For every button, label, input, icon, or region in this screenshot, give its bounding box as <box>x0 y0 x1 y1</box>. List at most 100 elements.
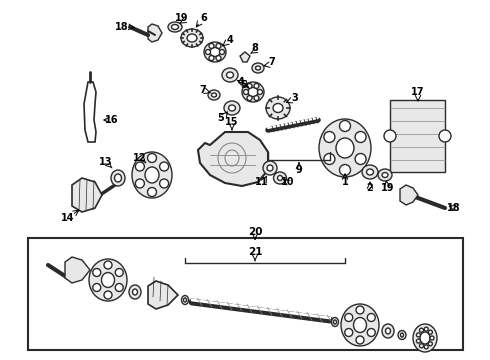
Circle shape <box>247 84 252 89</box>
Ellipse shape <box>413 324 437 352</box>
Ellipse shape <box>208 90 220 100</box>
Circle shape <box>254 95 259 100</box>
Polygon shape <box>198 132 268 186</box>
Ellipse shape <box>101 273 115 288</box>
Text: 19: 19 <box>175 13 189 23</box>
Ellipse shape <box>382 172 388 177</box>
Ellipse shape <box>210 48 220 57</box>
Circle shape <box>135 179 145 188</box>
Text: 18: 18 <box>115 22 129 32</box>
Ellipse shape <box>319 119 371 177</box>
Circle shape <box>93 269 101 276</box>
Ellipse shape <box>111 170 125 186</box>
Ellipse shape <box>336 138 354 158</box>
Polygon shape <box>148 24 162 42</box>
Ellipse shape <box>332 318 339 327</box>
Circle shape <box>439 130 451 142</box>
Circle shape <box>428 330 432 334</box>
Text: 8: 8 <box>251 43 258 53</box>
Ellipse shape <box>420 332 430 344</box>
Text: 3: 3 <box>292 93 298 103</box>
Circle shape <box>340 121 350 131</box>
Circle shape <box>416 333 420 337</box>
Circle shape <box>147 153 156 162</box>
Text: 21: 21 <box>248 247 262 257</box>
Text: 15: 15 <box>225 117 239 127</box>
Ellipse shape <box>353 318 367 333</box>
Circle shape <box>430 336 434 340</box>
Ellipse shape <box>228 105 236 111</box>
Ellipse shape <box>277 176 283 180</box>
Circle shape <box>324 153 335 165</box>
Circle shape <box>356 306 364 314</box>
Text: 10: 10 <box>281 177 295 187</box>
Ellipse shape <box>212 93 217 97</box>
Ellipse shape <box>248 87 258 96</box>
Circle shape <box>416 339 420 343</box>
Circle shape <box>384 130 396 142</box>
Circle shape <box>216 44 221 49</box>
Circle shape <box>147 188 156 197</box>
Text: 6: 6 <box>200 13 207 23</box>
Bar <box>390 100 445 172</box>
Circle shape <box>216 55 221 60</box>
Circle shape <box>368 328 375 337</box>
Text: 14: 14 <box>61 213 75 223</box>
Circle shape <box>340 165 350 176</box>
Circle shape <box>115 269 123 276</box>
Ellipse shape <box>382 324 394 338</box>
Ellipse shape <box>386 328 391 334</box>
Circle shape <box>258 90 263 95</box>
Circle shape <box>205 50 211 54</box>
Text: 4: 4 <box>227 35 233 45</box>
Circle shape <box>160 179 169 188</box>
Ellipse shape <box>398 330 406 339</box>
Ellipse shape <box>181 296 189 305</box>
Ellipse shape <box>132 289 138 295</box>
Text: 5: 5 <box>241 80 247 90</box>
Circle shape <box>368 314 375 321</box>
Ellipse shape <box>255 66 261 70</box>
Text: 5: 5 <box>218 113 224 123</box>
Text: 18: 18 <box>447 203 461 213</box>
Ellipse shape <box>273 104 283 113</box>
Ellipse shape <box>187 34 197 42</box>
Text: 7: 7 <box>199 85 206 95</box>
Ellipse shape <box>183 298 187 302</box>
Text: 20: 20 <box>248 227 262 237</box>
Circle shape <box>115 284 123 292</box>
Text: 9: 9 <box>295 165 302 175</box>
Ellipse shape <box>362 165 378 179</box>
Text: 19: 19 <box>381 183 395 193</box>
Ellipse shape <box>273 172 287 184</box>
Ellipse shape <box>242 82 264 102</box>
Text: 12: 12 <box>133 153 147 163</box>
Ellipse shape <box>226 72 234 78</box>
Circle shape <box>209 44 214 49</box>
Circle shape <box>220 50 224 54</box>
Bar <box>28 238 463 350</box>
Ellipse shape <box>252 63 264 73</box>
Circle shape <box>244 90 248 95</box>
Ellipse shape <box>204 42 226 62</box>
Circle shape <box>419 344 423 348</box>
Text: 16: 16 <box>105 115 119 125</box>
Ellipse shape <box>89 259 127 301</box>
Circle shape <box>247 95 252 100</box>
Ellipse shape <box>132 152 172 198</box>
Ellipse shape <box>341 304 379 346</box>
Ellipse shape <box>115 174 122 182</box>
Circle shape <box>209 55 214 60</box>
Ellipse shape <box>400 333 403 337</box>
Text: 4: 4 <box>238 77 245 87</box>
Circle shape <box>355 153 366 165</box>
Circle shape <box>424 345 428 349</box>
Polygon shape <box>400 185 418 205</box>
Polygon shape <box>148 281 178 309</box>
Ellipse shape <box>378 169 392 181</box>
Circle shape <box>356 336 364 344</box>
Ellipse shape <box>222 68 238 82</box>
Circle shape <box>93 284 101 292</box>
Polygon shape <box>240 52 250 62</box>
Text: 2: 2 <box>367 183 373 193</box>
